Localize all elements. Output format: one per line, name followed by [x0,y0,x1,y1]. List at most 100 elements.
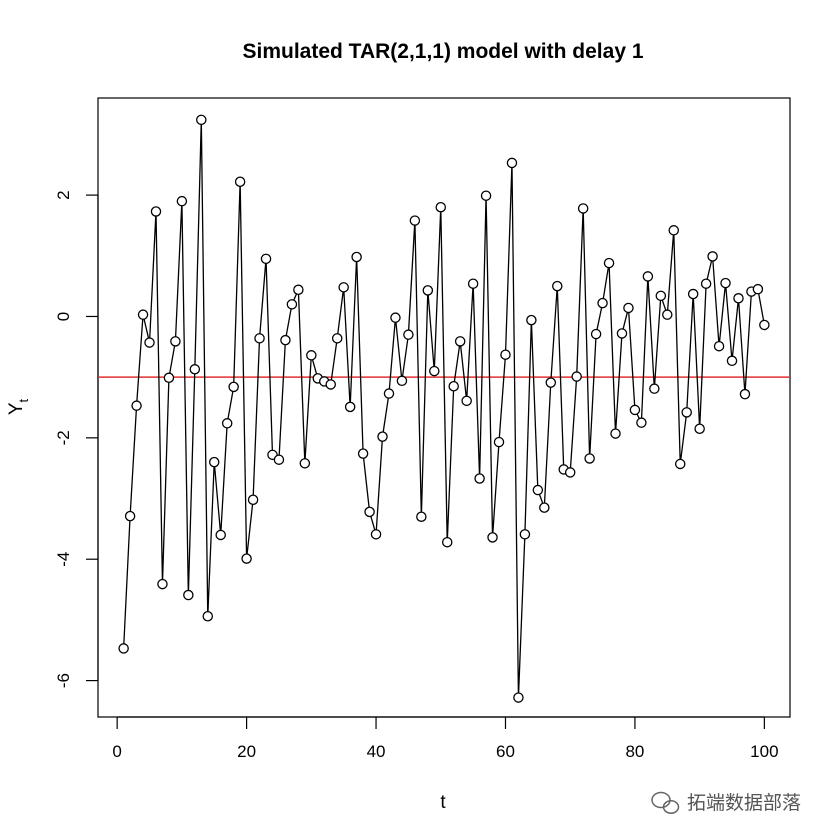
data-point [403,329,414,340]
series-line [122,119,766,698]
data-point [726,355,738,367]
data-point [189,364,201,375]
data-point [597,297,608,309]
x-tick-label: 40 [367,742,386,761]
data-point [694,423,705,434]
data-point [409,215,421,226]
y-axis-label-main: Y [6,402,27,415]
data-point [636,417,647,428]
data-point [215,529,226,541]
data-point [208,456,220,468]
data-point [448,381,459,392]
data-point [351,251,362,263]
y-tick-label: -6 [54,673,73,688]
data-point [616,328,628,339]
data-point [293,284,304,296]
data-point [364,506,375,518]
data-point [183,589,194,601]
data-point [720,277,731,289]
data-point [441,536,453,548]
data-point [176,195,188,207]
data-point [454,336,466,347]
data-point [331,333,343,344]
data-point [241,553,252,564]
data-point [590,328,602,340]
x-tick-label: 100 [750,742,778,761]
data-point [338,282,349,293]
data-point [429,365,440,377]
data-point [390,312,401,323]
wechat-icon [651,791,680,814]
data-point [286,299,298,310]
data-point [713,340,725,352]
y-tick-label: 0 [54,312,73,321]
x-tick-label: 0 [112,742,121,761]
watermark-text: 拓端数据部落 [687,792,801,814]
series-points [118,114,770,703]
chart-title: Simulated TAR(2,1,1) model with delay 1 [242,40,643,63]
data-point [254,333,265,344]
data-point [422,285,434,296]
data-point [610,428,621,439]
data-point [118,643,129,654]
data-point [506,157,518,169]
data-point [545,377,557,388]
data-point [370,529,382,540]
data-point [396,375,408,387]
data-point [131,400,142,411]
data-point [493,436,505,448]
data-point [655,290,667,302]
data-point [260,253,272,265]
y-tick-label: -2 [54,430,73,445]
data-point [202,611,214,622]
data-point [649,383,660,394]
data-point [584,453,595,464]
data-point [733,293,744,304]
data-point [196,114,207,126]
x-axis-label: t [440,792,446,813]
data-point [707,251,718,262]
data-point [306,350,317,361]
data-point [577,203,589,214]
data-point [280,334,291,346]
data-point [377,431,388,442]
data-point [383,388,395,399]
watermark: 拓端数据部落 [651,791,801,814]
data-point [170,336,181,347]
data-point [157,578,168,590]
data-point [221,418,233,429]
data-point [480,190,492,201]
data-point [137,309,149,320]
data-point [759,319,770,331]
data-point [273,454,285,465]
data-point [247,494,259,505]
data-point [435,201,447,213]
data-point [642,271,654,282]
data-point [513,692,524,703]
data-point [228,381,239,393]
data-point [668,225,680,236]
x-tick-label: 80 [625,742,644,761]
y-tick-label: 2 [54,190,73,199]
data-point [474,473,485,484]
x-tick-label: 60 [496,742,515,761]
data-point [571,371,582,382]
data-point [344,401,356,413]
y-axis-label-sub: t [16,398,31,402]
data-point [739,388,751,400]
data-point [662,309,673,320]
data-point [532,484,544,496]
data-point [500,349,511,360]
x-tick-label: 20 [237,742,256,761]
y-axis-label: Yt [6,398,31,415]
data-point [552,280,563,292]
data-point [687,288,699,300]
data-point [163,372,175,384]
y-axis: -6 -4 -2 0 2 [54,190,99,688]
data-point [124,510,136,522]
data-point [234,176,246,187]
data-point [623,302,634,314]
data-point [144,337,155,348]
data-point [325,379,336,390]
